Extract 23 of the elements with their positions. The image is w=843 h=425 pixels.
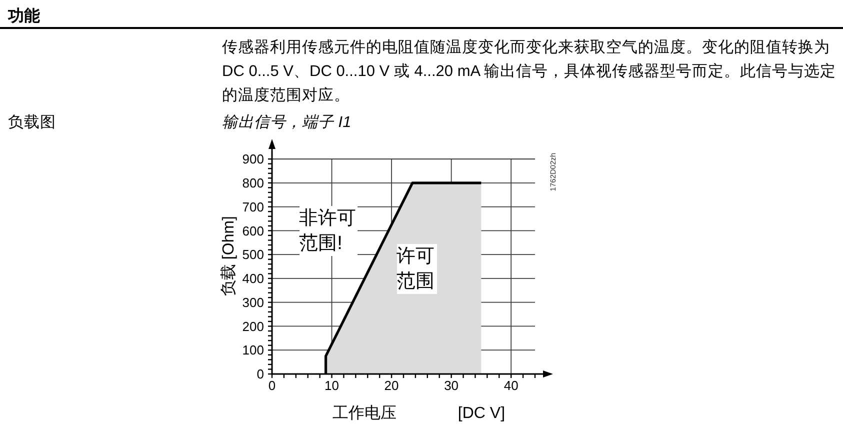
y-tick-label: 400	[242, 271, 264, 286]
annotation: 非许可范围!	[299, 206, 358, 256]
y-tick-label: 700	[242, 199, 264, 214]
y-tick-label: 900	[242, 152, 264, 167]
x-tick-label: 40	[504, 378, 518, 394]
y-tick-label: 100	[242, 342, 264, 358]
x-tick-label: 0	[268, 378, 276, 394]
x-tick-label: 10	[324, 378, 340, 394]
y-axis-title: 负载 [Ohm]	[220, 216, 238, 296]
y-tick-label: 600	[242, 223, 264, 238]
text: 传感器利用传感元件的电阻值随温度变化而变化来获取空气的温度。变化的阻值转换为 DC 0...5 V、DC 0...10 V 或 4...20 mA 输出信号，具体视传感器型号而定。此信号与选定的温度范围对应。	[222, 38, 838, 106]
y-tick-label: 0	[256, 366, 264, 382]
text: 负载图	[8, 113, 56, 133]
y-tick-label: 200	[242, 318, 264, 334]
annotation: 许可范围	[396, 244, 437, 294]
chart-title: 输出信号，端子 I1	[222, 113, 352, 133]
y-tick-label: 800	[242, 176, 264, 191]
x-tick-label: 20	[384, 378, 399, 394]
x-tick-label: 30	[444, 378, 459, 394]
text: 工作电压 [DC V]	[332, 405, 506, 422]
y-tick-label: 300	[242, 294, 264, 310]
y-tick-label: 500	[242, 247, 264, 262]
text: 功能	[8, 6, 40, 27]
